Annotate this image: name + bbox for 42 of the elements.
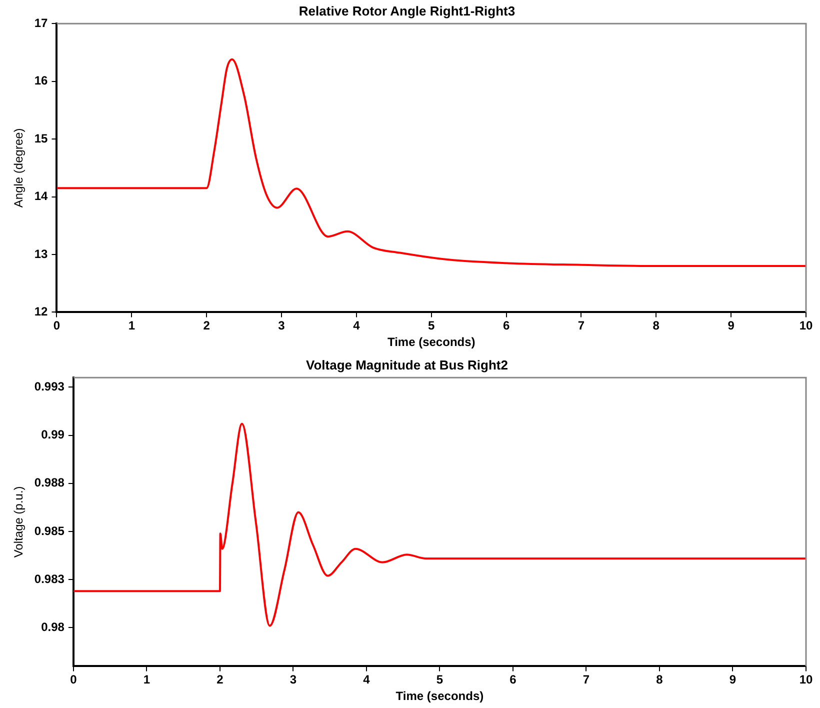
x-tick-label: 1 [143,672,150,687]
y-tick-label: 0.99 [41,428,65,442]
y-tick-label: 15 [34,131,48,146]
x-tick-label: 5 [436,672,444,687]
line-series [73,422,806,627]
x-tick-label: 0 [53,318,60,333]
x-tick-label: 8 [652,318,660,333]
x-tick-label: 3 [290,672,297,687]
y-tick-label: 16 [34,74,48,88]
x-axis-title: Time (seconds) [387,335,476,350]
x-tick-label: 1 [128,318,136,333]
x-tick-label: 6 [502,318,510,333]
y-tick-label: 0.98 [41,620,65,634]
x-tick-label: 4 [363,672,370,687]
x-tick-label: 4 [353,318,360,333]
y-axis-title: Angle (degree) [12,128,26,208]
y-tick-label: 0.988 [34,476,65,490]
x-tick-label: 9 [729,672,736,687]
x-tick-label: 10 [799,318,813,333]
x-tick-label: 6 [510,672,517,687]
x-tick-label: 9 [728,318,735,333]
x-tick-label: 3 [278,318,286,333]
y-tick-label: 14 [34,189,48,204]
x-tick-label: 7 [578,318,585,333]
y-tick-label: 0.993 [34,380,65,394]
chart-title: Relative Rotor Angle Right1-Right3 [298,3,516,18]
chart-title: Voltage Magnitude at Bus Right2 [306,357,508,372]
y-tick-label: 17 [34,16,48,30]
y-tick-label: 13 [34,246,48,261]
y-tick-label: 0.983 [34,572,65,586]
x-tick-label: 7 [582,672,590,687]
x-axis-title: Time (seconds) [396,689,484,704]
x-tick-label: 10 [799,672,813,687]
x-tick-label: 2 [203,318,210,333]
x-tick-label: 5 [428,318,436,333]
y-tick-label: 0.985 [34,524,65,538]
x-tick-label: 8 [656,672,664,687]
y-tick-label: 12 [34,304,48,319]
x-tick-label: 0 [70,672,78,687]
line-series [56,58,806,268]
y-axis-title: Voltage (p.u.) [12,486,26,558]
x-tick-label: 2 [216,672,224,687]
